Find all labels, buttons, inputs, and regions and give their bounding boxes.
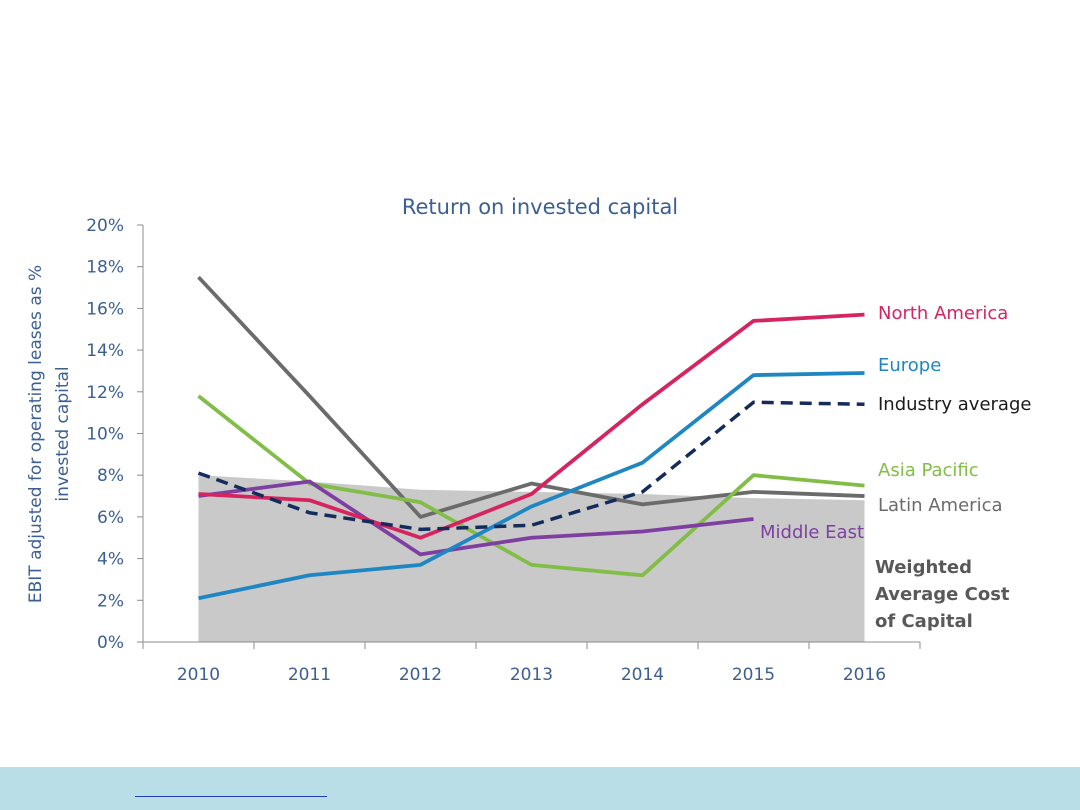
series-label-middle-east: Middle East <box>760 522 864 543</box>
series-line-latin-america <box>197 275 865 519</box>
wacc-label-line: Average Cost <box>875 584 1010 605</box>
x-tick-label: 2011 <box>288 665 331 685</box>
series-label-industry-average: Industry average <box>878 394 1031 415</box>
y-tick-label: 14% <box>86 341 124 361</box>
series-line-middle-east <box>198 479 754 557</box>
x-tick-label: 2010 <box>177 665 220 685</box>
series-line-industry-average <box>197 400 865 532</box>
footer-band <box>0 767 1080 810</box>
footer-link[interactable] <box>135 778 327 797</box>
series-label-north-america: North America <box>878 303 1008 324</box>
y-tick-label: 4% <box>97 550 124 570</box>
y-axis-label-line-2: invested capital <box>53 366 73 501</box>
series-label-europe: Europe <box>878 355 941 376</box>
x-tick-label: 2013 <box>510 665 553 685</box>
series-label-asia-pacific: Asia Pacific <box>878 460 979 481</box>
line-chart: Return on invested capital EBIT adjusted… <box>26 195 1031 685</box>
y-tick-label: 16% <box>86 299 124 319</box>
wacc-label-line: of Capital <box>875 611 973 632</box>
y-axis-label: EBIT adjusted for operating leases as % … <box>26 265 73 603</box>
y-tick-label: 18% <box>86 258 124 278</box>
y-tick-label: 20% <box>86 216 124 236</box>
chart-title: Return on invested capital <box>402 195 678 219</box>
y-tick-label: 10% <box>86 425 124 445</box>
series-label-latin-america: Latin America <box>878 495 1003 516</box>
x-tick-label: 2012 <box>399 665 442 685</box>
y-tick-label: 12% <box>86 383 124 403</box>
y-tick-label: 6% <box>97 508 124 528</box>
wacc-label-line: Weighted <box>875 557 972 578</box>
x-tick-label: 2016 <box>843 665 886 685</box>
series-line-europe <box>198 371 865 601</box>
x-tick-label: 2015 <box>732 665 775 685</box>
y-tick-label: 0% <box>97 633 124 653</box>
y-tick-label: 2% <box>97 591 124 611</box>
y-axis-label-line-1: EBIT adjusted for operating leases as % <box>26 265 46 603</box>
y-tick-label: 8% <box>97 466 124 486</box>
x-tick-label: 2014 <box>621 665 664 685</box>
series-line-north-america <box>198 312 865 540</box>
